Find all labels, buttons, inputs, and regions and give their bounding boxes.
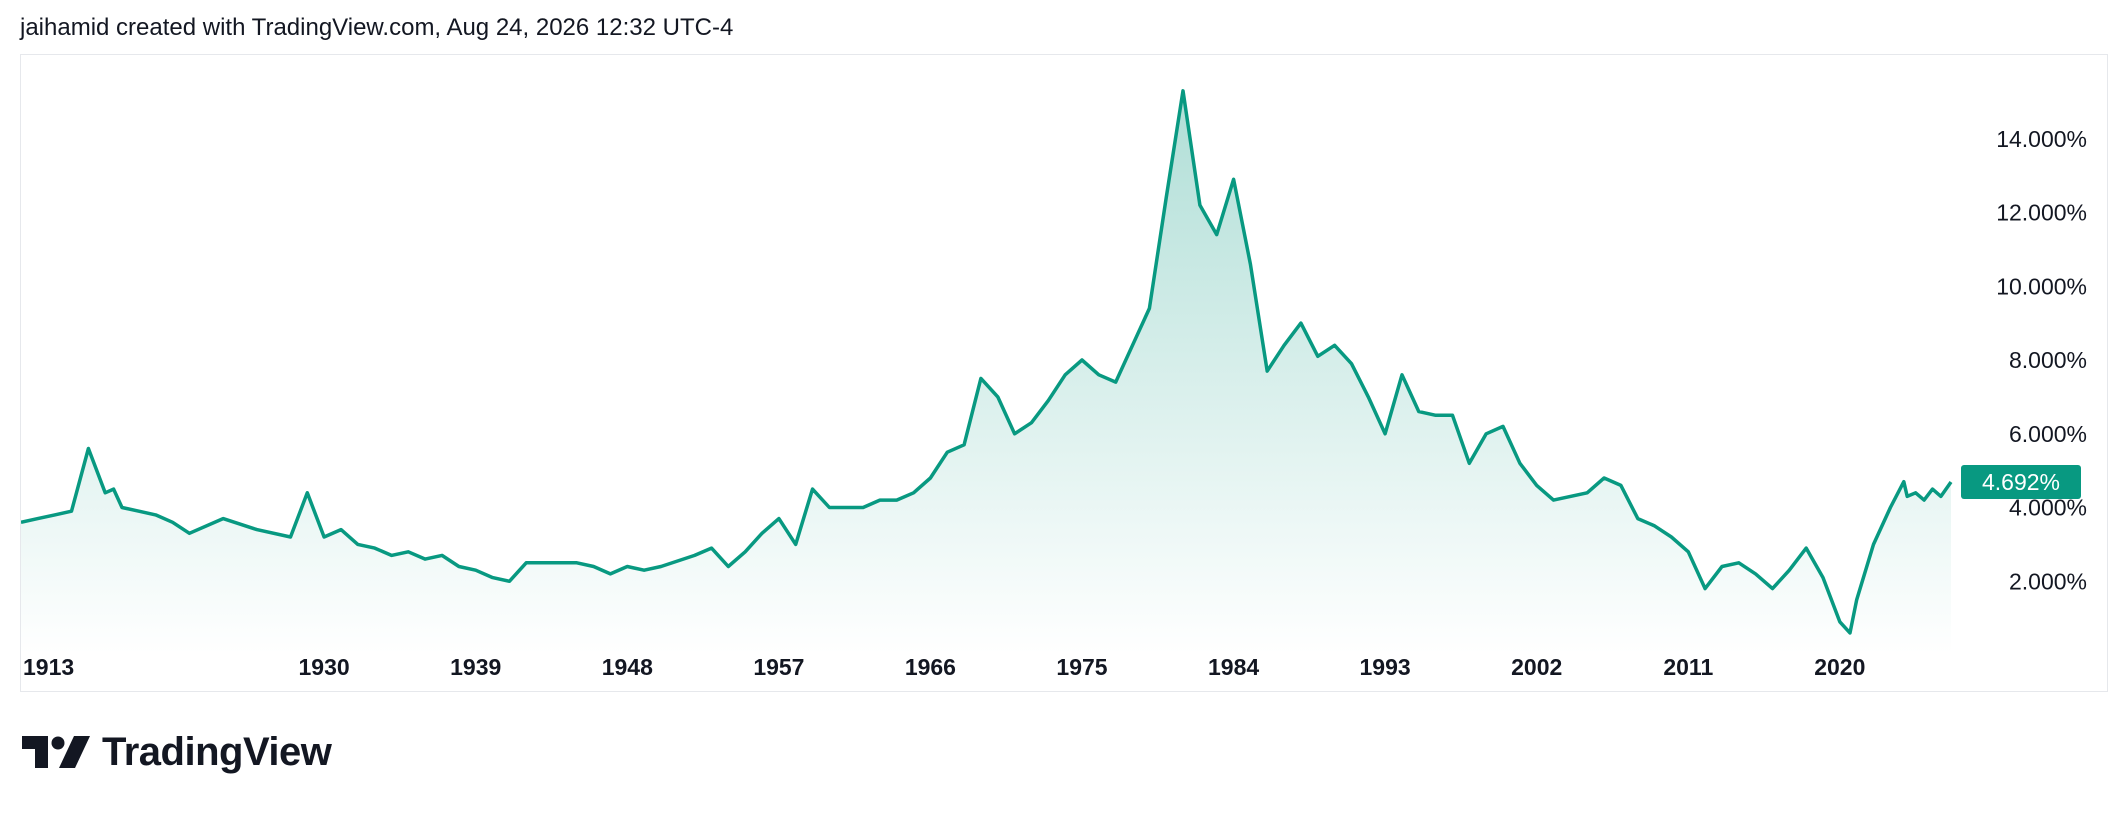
- x-tick-label: 1913: [23, 654, 74, 680]
- x-tick-label: 1993: [1360, 654, 1411, 680]
- x-axis: 1913 1930 1939 1948 1957 1966 1975 1984 1993 2002…: [23, 654, 1865, 680]
- x-tick-label: 1984: [1208, 654, 1259, 680]
- x-tick-label: 1957: [753, 654, 804, 680]
- y-tick-label: 12.000%: [1996, 200, 2087, 226]
- y-axis[interactable]: 2.000%4.000%6.000%8.000%10.000%12.000%14…: [1996, 126, 2087, 595]
- x-tick-label: 2002: [1511, 654, 1562, 680]
- series-layer: [21, 89, 1953, 656]
- x-tick-label: 1948: [602, 654, 653, 680]
- last-value-badge: 4.692%: [1961, 465, 2081, 499]
- tradingview-brand[interactable]: TradingView: [22, 729, 332, 774]
- x-tick-label: 1966: [905, 654, 956, 680]
- chart-attribution: jaihamid created with TradingView.com, A…: [20, 14, 734, 41]
- x-tick-label: 2011: [1663, 654, 1713, 680]
- y-tick-label: 2.000%: [2009, 568, 2087, 594]
- y-tick-label: 14.000%: [1996, 126, 2087, 152]
- last-value-label: 4.692%: [1982, 469, 2060, 495]
- tradingview-logo-icon: [22, 736, 90, 768]
- x-tick-label: 1975: [1056, 654, 1107, 680]
- chart-area[interactable]: 1913 1930 1939 1948 1957 1966 1975 1984 1993 2002…: [20, 54, 2108, 692]
- series-area-fill: [21, 90, 1951, 656]
- y-tick-label: 10.000%: [1996, 273, 2087, 299]
- last-value-badge-bg: [1961, 465, 2081, 499]
- y-tick-label: 6.000%: [2009, 421, 2087, 447]
- y-tick-label: 8.000%: [2009, 347, 2087, 373]
- x-tick-label: 1930: [299, 654, 350, 680]
- series-line: [21, 89, 1953, 635]
- x-tick-label: 2020: [1814, 654, 1865, 680]
- tradingview-wordmark: TradingView: [102, 729, 332, 774]
- x-tick-label: 1939: [450, 654, 501, 680]
- price-chart-svg[interactable]: 1913 1930 1939 1948 1957 1966 1975 1984 1993 2002…: [21, 55, 2109, 693]
